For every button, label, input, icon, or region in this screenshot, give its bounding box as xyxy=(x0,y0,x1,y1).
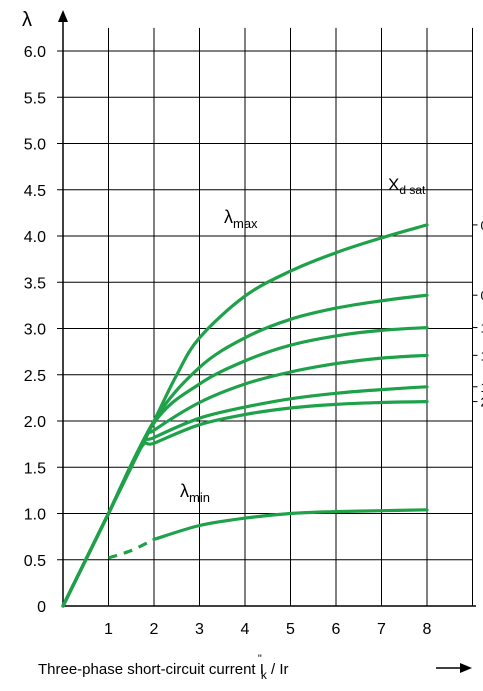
y-tick-label: 2.5 xyxy=(24,368,46,385)
x-axis-direction-arrow-icon xyxy=(460,663,472,673)
x-axis-label: Three-phase short-circuit current I"k / … xyxy=(38,653,289,682)
y-tick-label: 3.5 xyxy=(24,275,46,292)
y-tick-label: 1.0 xyxy=(24,507,46,524)
series-line-1.7 xyxy=(106,385,429,516)
x-tick-label: 4 xyxy=(241,621,250,638)
x-tick-labels: 1 2 3 4 5 6 7 8 xyxy=(104,621,432,638)
y-tick-label: 6.0 xyxy=(24,44,46,61)
series-labels: 0.6 0.8 1.0 1.2 1.72.0 xyxy=(472,218,483,410)
y-tick-labels: 0 0.5 1.0 1.5 2.0 2.5 3.0 3.5 4.0 4.5 5.0 5.5 6.0 xyxy=(24,44,46,616)
axes xyxy=(58,10,476,607)
series-line-2.0 xyxy=(106,400,429,516)
series-layer xyxy=(61,223,429,608)
x-tick-label: 7 xyxy=(377,621,386,638)
series-line-1.2 xyxy=(106,353,429,516)
y-tick-label: 4.0 xyxy=(24,229,46,246)
lambda-max-label: λmax xyxy=(224,207,258,231)
y-tick-label: 0 xyxy=(37,599,46,616)
y-tick-label: 0.5 xyxy=(24,553,46,570)
lambda-min-dashed-line xyxy=(108,537,155,560)
lambda-min-label: λmin xyxy=(180,481,210,505)
series-label-1.2: 1.2 xyxy=(481,348,483,363)
legend-title: Xd sat xyxy=(388,175,426,197)
x-tick-label: 8 xyxy=(423,621,432,638)
series-label-1.7: 1.7 xyxy=(481,380,483,395)
grid xyxy=(57,27,473,606)
series-line-1.0 xyxy=(106,326,429,516)
y-tick-label: 5.5 xyxy=(24,90,46,107)
series-label-0.6: 0.6 xyxy=(481,218,483,233)
y-axis-label: λ xyxy=(22,9,32,31)
series-label-0.8: 0.8 xyxy=(481,288,483,303)
y-tick-label: 4.5 xyxy=(24,183,46,200)
x-tick-label: 2 xyxy=(150,621,159,638)
y-tick-label: 1.5 xyxy=(24,460,46,477)
y-tick-label: 2.0 xyxy=(24,414,46,431)
series-line-0.8 xyxy=(106,293,429,516)
x-tick-label: 1 xyxy=(104,621,113,638)
x-tick-label: 3 xyxy=(195,621,204,638)
series-line-0.6 xyxy=(106,223,429,516)
y-axis-arrow-icon xyxy=(58,10,68,22)
lambda-min-line xyxy=(152,508,429,541)
series-line-2.0-linear xyxy=(61,511,111,608)
y-tick-label: 3.0 xyxy=(24,322,46,339)
x-tick-label: 5 xyxy=(286,621,295,638)
series-label-2.0: 2.0 xyxy=(481,395,483,410)
series-label-1.0: 1.0 xyxy=(481,321,483,336)
y-tick-label: 5.0 xyxy=(24,137,46,154)
x-tick-label: 6 xyxy=(332,621,341,638)
